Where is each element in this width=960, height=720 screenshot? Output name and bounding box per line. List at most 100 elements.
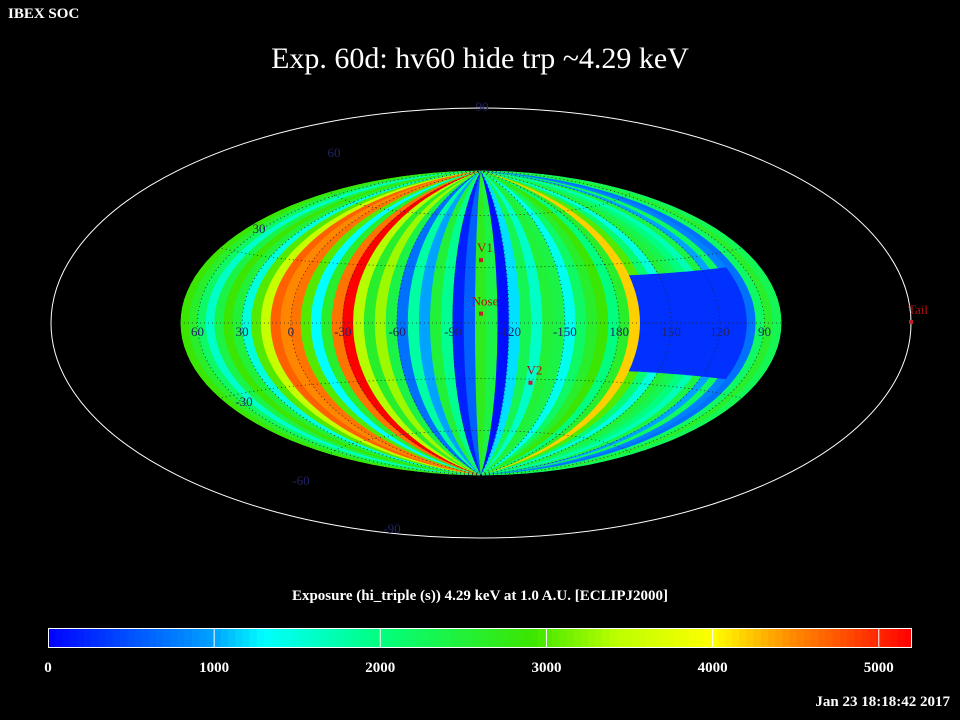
- strip-cell: [727, 308, 739, 324]
- strip-cell: [385, 311, 398, 324]
- colorbar-segment: [134, 628, 143, 648]
- colorbar-segment: [120, 628, 128, 648]
- colorbar-segment: [897, 628, 906, 648]
- strip-cell: [494, 256, 507, 268]
- strip-cell: [467, 235, 478, 247]
- colorbar: [48, 628, 912, 648]
- strip-cell: [485, 256, 497, 268]
- colorbar-segment: [55, 628, 63, 648]
- strip-cell: [477, 430, 485, 441]
- colorbar-segment: [566, 628, 575, 648]
- colorbar-segment: [832, 628, 841, 648]
- colorbar-segment: [69, 628, 78, 648]
- strip-cell: [342, 310, 355, 324]
- strip-cell: [463, 345, 477, 358]
- strip-cell: [496, 277, 509, 290]
- colorbar-segment: [156, 628, 164, 648]
- colorbar-segment: [48, 628, 56, 648]
- strip-cell: [433, 367, 447, 380]
- strip-cell: [508, 300, 521, 313]
- colorbar-segment: [530, 628, 539, 648]
- strip-cell: [321, 322, 334, 336]
- strip-cell: [374, 322, 387, 335]
- colorbar-segment: [242, 628, 251, 648]
- strip-cell: [539, 288, 554, 301]
- colorbar-segment: [112, 628, 121, 648]
- strip-cell: [398, 288, 412, 301]
- strip-cell: [485, 277, 498, 290]
- colorbar-segment: [372, 628, 380, 648]
- colorbar-segment: [199, 628, 207, 648]
- colorbar-segment: [213, 628, 222, 648]
- colorbar-segment: [753, 628, 762, 648]
- strip-cell: [375, 334, 389, 347]
- strip-cell: [679, 309, 692, 324]
- strip-cell: [496, 288, 510, 301]
- colorbar-segment: [285, 628, 294, 648]
- colorbar-segment: [602, 628, 611, 648]
- strip-cell: [419, 345, 433, 358]
- colorbar-segment: [494, 628, 503, 648]
- strip-cell: [443, 266, 457, 279]
- strip-cell: [469, 215, 479, 226]
- strip-cell: [300, 322, 313, 336]
- colorbar-segment: [127, 628, 135, 648]
- colorbar-segment: [724, 628, 733, 648]
- marker-label: Tail: [908, 302, 928, 317]
- strip-cell: [463, 311, 476, 324]
- strip-cell: [475, 378, 487, 390]
- strip-cell: [445, 255, 458, 268]
- colorbar-segment: [458, 628, 467, 648]
- strip-cell: [585, 310, 599, 324]
- strip-cell: [736, 322, 748, 338]
- colorbar-segment: [415, 628, 423, 648]
- chart-title: Exp. 60d: hv60 hide trp ~4.29 keV: [271, 42, 689, 75]
- colorbar-segment: [652, 628, 661, 648]
- strip-cell: [419, 299, 432, 313]
- strip-cell: [485, 367, 498, 380]
- colorbar-segment: [235, 628, 243, 648]
- strip-cell: [495, 266, 508, 279]
- strip-cell: [270, 322, 283, 337]
- strip-cell: [397, 299, 410, 312]
- colorbar-segment: [660, 628, 668, 648]
- colorbar-segment: [379, 628, 387, 648]
- strip-cell: [353, 310, 366, 324]
- strip-cell: [553, 311, 566, 324]
- sky-map: 60 30 0 -30 -60 -90 -120 -150 180 150 120 90 90 60 30 -…: [50, 99, 928, 539]
- strip-cell: [476, 410, 486, 421]
- strip-cell: [408, 288, 423, 301]
- strip-cell: [408, 345, 423, 358]
- strip-cell: [431, 277, 445, 290]
- colorbar-segment: [688, 628, 697, 648]
- strip-cell: [441, 300, 454, 313]
- strip-cell: [699, 309, 711, 324]
- strip-cell: [470, 205, 479, 216]
- colorbar-segment: [148, 628, 157, 648]
- strip-cell: [442, 356, 456, 369]
- strip-cell: [495, 367, 508, 380]
- strip-cell: [408, 334, 421, 347]
- colorbar-segment: [501, 628, 510, 648]
- strip-cell: [407, 311, 420, 324]
- marker-label: V2: [527, 363, 543, 378]
- colorbar-segment: [307, 628, 315, 648]
- colorbar-segment: [818, 628, 827, 648]
- strip-cell: [508, 311, 521, 324]
- colorbar-segment: [696, 628, 704, 648]
- graticule: [182, 170, 785, 476]
- colorbar-segment: [667, 628, 675, 648]
- strip-cell: [575, 322, 588, 335]
- colorbar-segment: [264, 628, 272, 648]
- strip-cell: [290, 310, 303, 324]
- strip-cell: [519, 311, 532, 324]
- strip-cell: [353, 322, 366, 336]
- colorbar-segment: [782, 628, 791, 648]
- marker-label: V1: [477, 240, 493, 255]
- strip-cell: [596, 310, 609, 324]
- strip-cell: [441, 311, 454, 324]
- strip-cell: [496, 345, 510, 358]
- strip-cell: [563, 299, 576, 312]
- strip-cell: [475, 389, 487, 401]
- strip-cell: [475, 345, 487, 357]
